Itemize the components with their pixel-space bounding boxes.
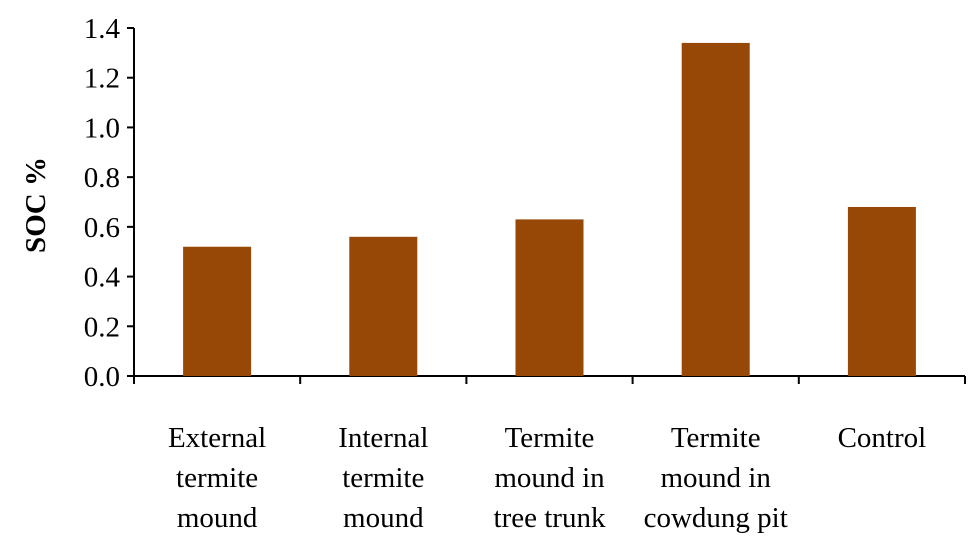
bar [183,246,252,376]
x-category-label-line: mound in [661,462,772,494]
x-category-label: Internal termite mound [338,422,428,534]
y-tick-label: 1.4 [84,13,121,45]
x-category-label-line: cowdung pit [644,502,788,534]
x-category-label: Control [838,422,927,454]
x-category-label: External termite mound [168,422,266,534]
y-tick-label: 0.4 [84,262,121,294]
x-category-label: Termite mound in tree trunk [494,422,606,534]
y-tick-label: 0.0 [84,361,120,393]
x-category-label-line: termite [342,462,424,494]
x-category-label-line: Internal [338,422,428,454]
x-category-label-line: Termite [505,422,595,454]
bars [183,42,916,377]
category-labels: External termite mound Internal termite mound… [168,422,926,534]
x-category-label: Termite mound in cowdung pit [644,422,788,534]
x-category-label-line: External [168,422,266,454]
y-tick-label: 0.6 [84,212,120,244]
x-category-label-line: mound [343,502,424,534]
bar [349,236,418,376]
bar [681,42,750,377]
x-axis [133,375,966,384]
y-tick-label: 0.2 [84,311,120,343]
y-axis: 0.0 0.2 0.4 0.6 0.8 1.0 1.2 1.4 [84,13,135,393]
bar [847,206,916,376]
x-category-label-line: Control [838,422,927,454]
y-axis-title: SOC % [20,157,52,253]
x-category-label-line: Termite [671,422,761,454]
y-tick-label: 1.2 [84,63,120,95]
x-category-label-line: mound [177,502,258,534]
bar [515,219,584,376]
y-tick-label: 0.8 [84,162,120,194]
x-category-label-line: mound in [494,462,605,494]
y-tick-label: 1.0 [84,112,120,144]
x-category-label-line: tree trunk [494,502,606,534]
x-category-label-line: termite [176,462,258,494]
